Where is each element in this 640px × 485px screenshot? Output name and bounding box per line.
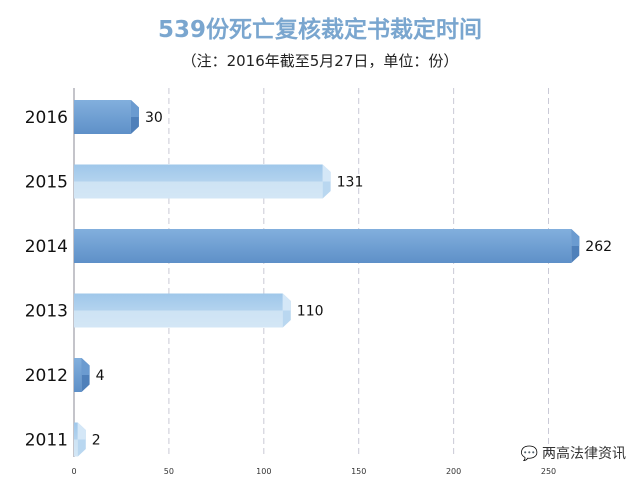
bar-highlight [74,181,323,199]
chart-title: 539份死亡复核裁定书裁定时间 [157,17,482,43]
bar-end-cap-top [282,293,291,311]
category-label: 2014 [25,237,68,257]
bar-end-cap-top [81,358,90,375]
data-label: 131 [337,175,364,191]
bar [74,100,131,134]
category-label: 2013 [25,302,68,322]
category-label: 2011 [25,431,68,451]
data-label: 4 [96,368,105,384]
bar-end-cap-top [322,164,331,182]
bar-highlight [74,439,78,457]
category-label: 2012 [25,366,68,386]
bar [74,229,572,263]
category-label: 2015 [25,173,68,193]
bar [74,358,82,392]
source-watermark: 💬 两高法律资讯 [521,443,626,463]
x-tick-label: 200 [446,467,461,476]
data-label: 110 [297,304,324,320]
bar-end-cap-top [77,422,86,440]
data-label: 262 [585,239,612,255]
bar-highlight [74,310,283,328]
x-tick-label: 100 [256,467,271,476]
data-label: 2 [92,433,101,449]
x-tick-label: 150 [351,467,366,476]
x-tick-label: 0 [71,467,76,476]
data-label: 30 [145,110,163,126]
x-tick-label: 50 [164,467,174,476]
bar-end-cap-top [130,100,139,117]
chart-subtitle: （注：2016年截至5月27日，单位：份） [181,52,459,70]
category-label: 2016 [25,108,68,128]
x-tick-label: 250 [541,467,556,476]
watermark-text: 两高法律资讯 [542,446,626,462]
bar-end-cap-top [571,229,580,246]
wechat-icon: 💬 [520,446,538,462]
